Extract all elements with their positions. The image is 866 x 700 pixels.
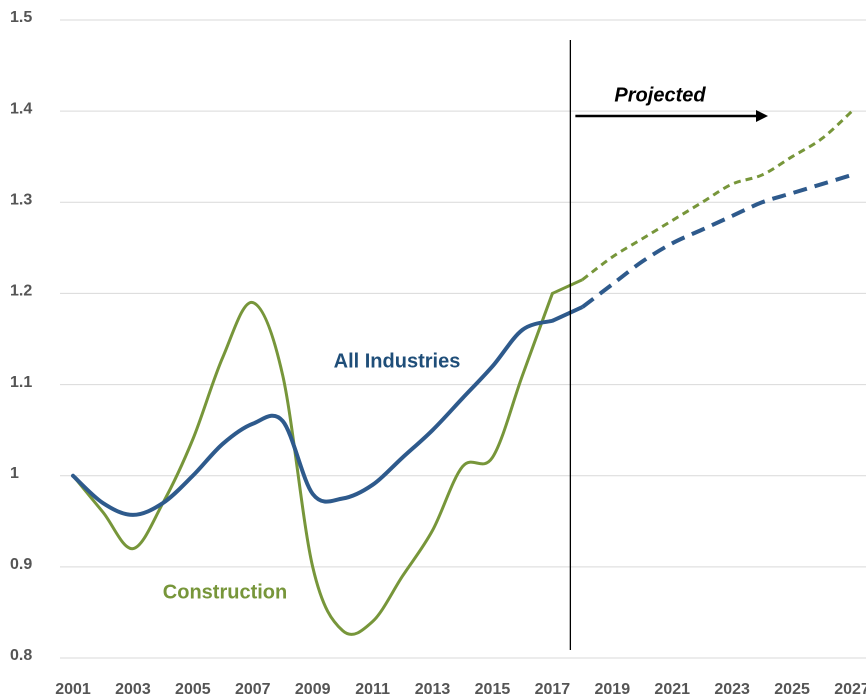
x-tick-label: 2001 — [55, 681, 91, 698]
y-tick-label: 1.2 — [10, 283, 32, 300]
projection-label: Projected — [614, 84, 706, 106]
x-tick-label: 2025 — [774, 681, 810, 698]
x-tick-label: 2015 — [475, 681, 511, 698]
x-tick-label: 2005 — [175, 681, 211, 698]
series-line — [71, 318, 555, 517]
connector — [551, 305, 584, 323]
x-tick-label: 2007 — [235, 681, 271, 698]
y-tick-label: 1.1 — [10, 374, 32, 391]
projected-line — [581, 110, 854, 281]
arrow-head — [756, 110, 768, 122]
x-tick-label: 2011 — [355, 681, 390, 698]
y-tick-label: 1.4 — [10, 100, 32, 117]
projected-line — [581, 173, 853, 309]
x-tick-label: 2023 — [714, 681, 750, 698]
y-tick-label: 0.8 — [10, 647, 32, 664]
y-tick-label: 0.9 — [10, 556, 32, 573]
connector — [551, 278, 583, 295]
y-tick-label: 1.3 — [10, 192, 32, 209]
x-tick-label: 2019 — [595, 681, 631, 698]
x-tick-label: 2027 — [834, 681, 866, 698]
series-line — [71, 291, 554, 636]
x-tick-label: 2021 — [654, 681, 690, 698]
x-tick-label: 2017 — [535, 681, 571, 698]
series-label: Construction — [163, 581, 287, 603]
y-tick-label: 1 — [10, 465, 19, 482]
x-tick-label: 2009 — [295, 681, 331, 698]
x-tick-label: 2003 — [115, 681, 151, 698]
series-label: All Industries — [334, 350, 461, 372]
y-tick-label: 1.5 — [10, 9, 32, 26]
x-tick-label: 2013 — [415, 681, 451, 698]
